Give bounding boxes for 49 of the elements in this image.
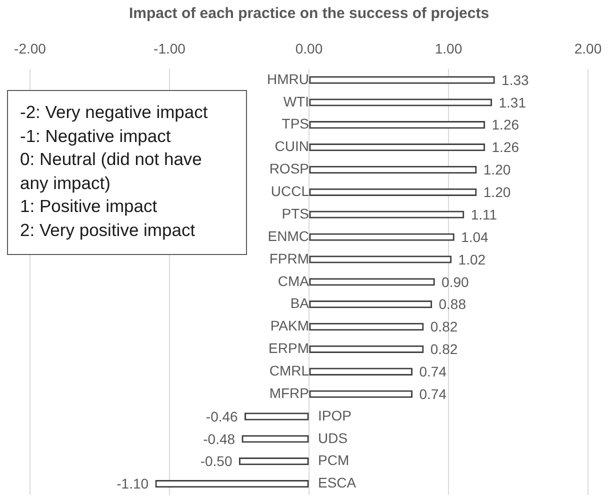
data-label: -0.48	[203, 430, 236, 447]
y-tick-label: CMRL	[269, 362, 310, 378]
y-tick-label: ESCA	[318, 474, 357, 491]
data-label: -0.50	[200, 453, 232, 470]
chart-title: Impact of each practice on the success of projects	[128, 5, 490, 22]
annotation: -2: Very negative impact	[20, 101, 209, 124]
annotation: 1: Positive impact	[20, 195, 158, 218]
x-tick-label: 1.00	[434, 40, 462, 56]
annotation: -1: Negative impact	[20, 124, 172, 148]
x-tick-label: -2.00	[14, 40, 46, 56]
data-label: 0.82	[430, 341, 458, 358]
data-label: -1.10	[116, 476, 149, 492]
data-label: 1.11	[470, 206, 498, 222]
data-label: 0.90	[442, 274, 470, 290]
y-tick-label: FPRM	[269, 250, 309, 266]
y-tick-label: HMRU	[267, 70, 309, 87]
annotation: 2: Very positive impact	[20, 218, 196, 242]
data-label: 1.20	[483, 184, 511, 200]
x-tick-label: 2.00	[574, 40, 602, 56]
y-tick-label: CUIN	[274, 138, 309, 154]
y-tick-label: IPOP	[318, 407, 352, 424]
data-label: 0.88	[438, 296, 466, 312]
data-label: 1.20	[483, 162, 511, 178]
data-label: 0.74	[419, 363, 447, 380]
y-tick-label: ROSP	[269, 160, 309, 177]
y-tick-label: ENMC	[268, 228, 309, 244]
y-tick-label: UDS	[318, 430, 348, 446]
x-tick-label: -1.00	[154, 40, 186, 56]
data-label: 0.82	[430, 318, 458, 335]
data-label: 1.04	[461, 228, 489, 245]
data-label: 0.74	[419, 386, 447, 402]
y-tick-label: BA	[290, 295, 310, 312]
y-tick-label: UCCL	[270, 183, 310, 200]
y-tick-label: TPS	[282, 116, 309, 132]
data-label: 1.33	[502, 72, 529, 88]
y-tick-label: WTI	[283, 93, 309, 110]
data-label: 1.02	[458, 251, 486, 268]
data-label: 1.26	[492, 139, 520, 156]
y-tick-label: PCM	[318, 452, 350, 468]
x-tick-label: 0.00	[295, 40, 323, 56]
y-tick-label: PAKM	[270, 318, 309, 334]
data-label: -0.46	[206, 408, 238, 424]
y-tick-label: MFRP	[269, 384, 309, 401]
data-label: 1.26	[492, 116, 520, 133]
y-tick-label: CMA	[278, 272, 310, 289]
y-tick-label: PTS	[282, 205, 309, 222]
annotation: 0: Neutral (did not have any impact)	[20, 148, 203, 195]
y-tick-label: ERPM	[268, 340, 309, 356]
data-label: 1.31	[498, 94, 526, 110]
